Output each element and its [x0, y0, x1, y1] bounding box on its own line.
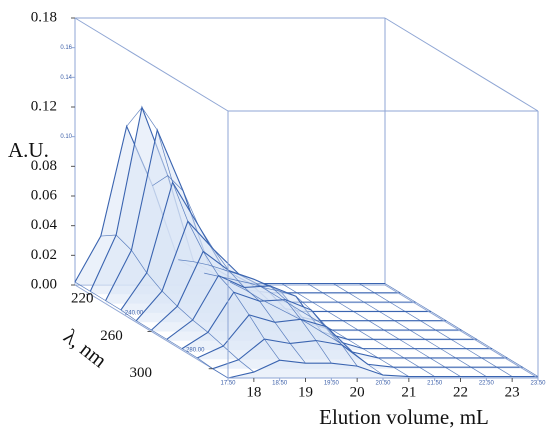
surface-column-line — [74, 281, 229, 379]
z-minor-tick-label: 0.16 — [60, 45, 72, 51]
x-tick-label: 23 — [505, 384, 520, 400]
box-edge — [384, 284, 539, 379]
y-tick-label: 300 — [129, 365, 152, 381]
surface-column-line — [152, 175, 306, 364]
z-tick-label: 0.18 — [31, 9, 57, 25]
box-edge — [384, 17, 539, 112]
x-tick-label: 19 — [298, 384, 313, 400]
z-tick-label: 0.08 — [31, 158, 57, 174]
box-edge — [74, 17, 229, 112]
x-minor-tick-label: 22.50 — [479, 381, 495, 387]
x-axis-title: Elution volume, mL — [319, 405, 489, 429]
z-tick-label: 0.04 — [31, 217, 58, 233]
x-tick-label: 18 — [246, 384, 261, 400]
x-minor-tick-label: 17.50 — [220, 381, 236, 387]
z-axis-title: A.U. — [8, 138, 49, 162]
y-minor-tick-label: 280.00 — [186, 348, 205, 354]
x-minor-tick-label: 21.50 — [427, 381, 443, 387]
y-tick-label: 260 — [100, 328, 123, 344]
surface-column-line — [255, 283, 410, 377]
surface-row-area — [228, 360, 538, 378]
surface-column-line — [358, 283, 513, 377]
z-minor-tick-label: 0.14 — [60, 75, 72, 81]
surface-column-line — [178, 259, 332, 364]
z-tick-label: 0.12 — [31, 98, 57, 114]
x-minor-tick-label: 18.50 — [272, 381, 288, 387]
surface-column-line — [229, 281, 384, 376]
z-minor-tick-label: 0.10 — [60, 134, 72, 140]
y-minor-tick-label: 240.00 — [125, 310, 144, 316]
x-minor-tick-label: 23.50 — [530, 381, 546, 387]
surface-column-line — [307, 283, 461, 377]
z-tick-label: 0.02 — [31, 247, 57, 263]
x-tick-label: 22 — [453, 384, 468, 400]
y-tick-label: 220 — [71, 291, 94, 307]
surface-column-line — [204, 272, 358, 367]
x-tick-label: 20 — [350, 384, 365, 400]
z-tick-label: 0.06 — [31, 187, 58, 203]
surface-column-line — [126, 106, 280, 361]
z-tick-label: 0.00 — [31, 276, 57, 292]
x-tick-label: 21 — [401, 384, 416, 400]
surface-column-line — [333, 283, 487, 377]
x-minor-tick-label: 19.50 — [324, 381, 340, 387]
surface-column-line — [281, 283, 435, 377]
surface-column-line — [384, 283, 539, 377]
x-minor-tick-label: 20.50 — [375, 381, 391, 387]
